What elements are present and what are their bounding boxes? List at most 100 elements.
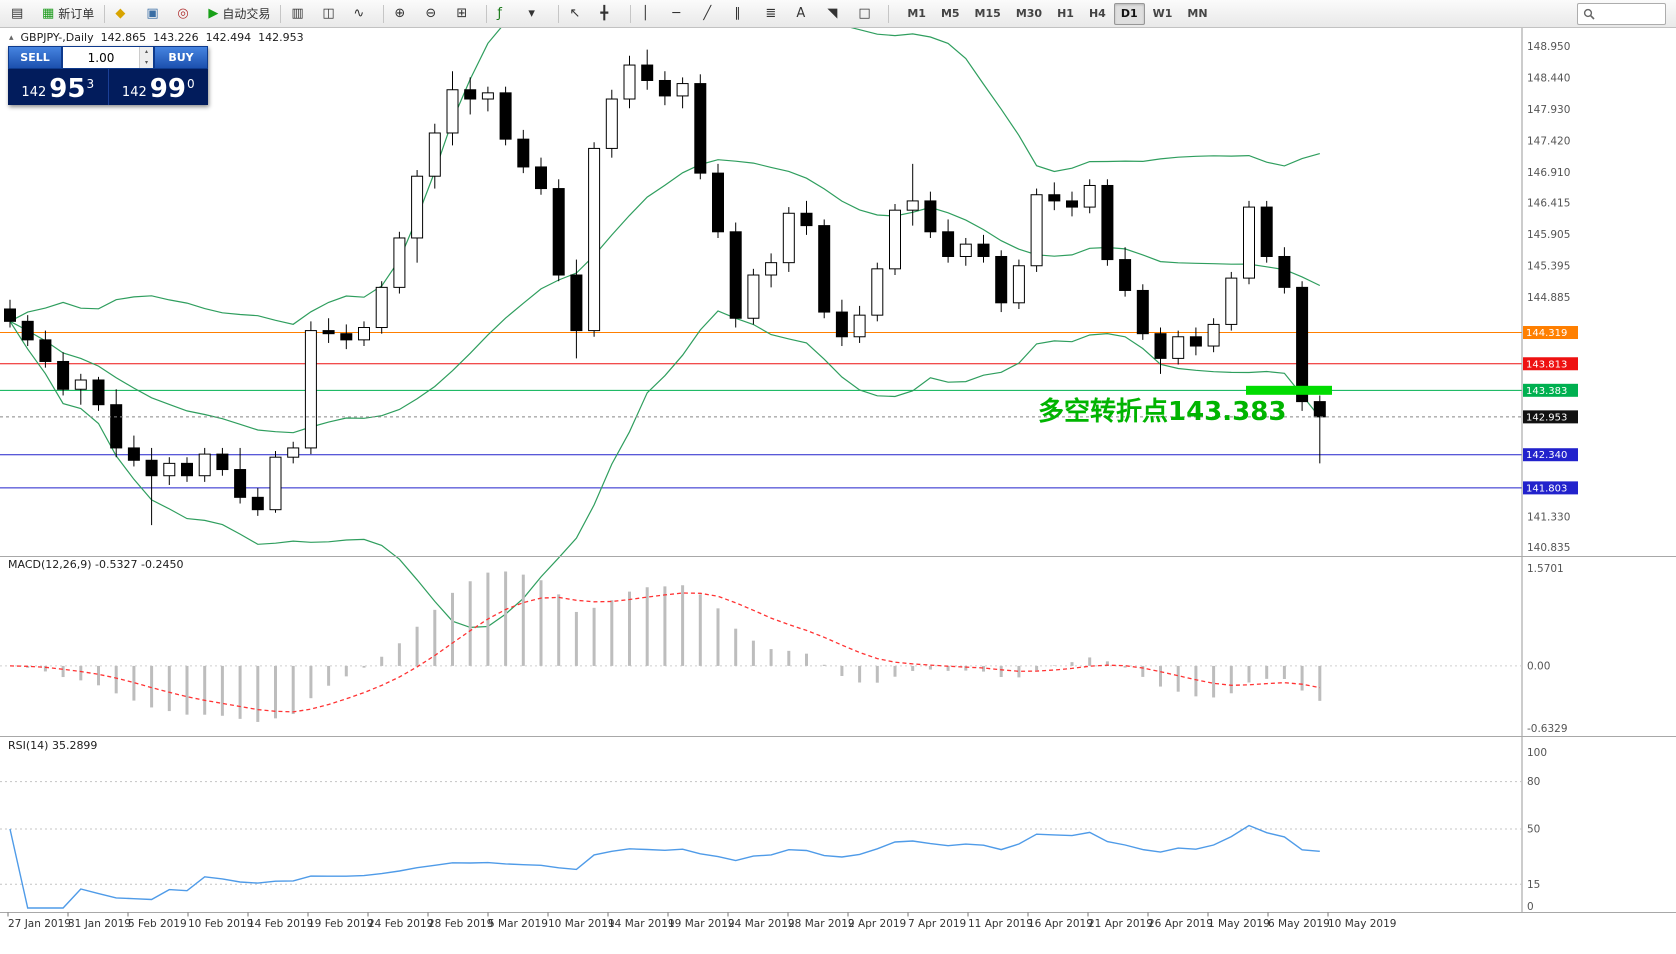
zoom-in-icon[interactable]: ⊕	[389, 2, 419, 26]
toolbar-buttons: ▤ ▦ 新订单 ◆ ▣ ◎ ▶ 自动交易 ▥ ◫ ∿ ⊕ ⊖ ⊞ ƒ ▾ ↖ ╋ │ ─ ╱ ∥ ≣ A ◥ □	[6, 2, 893, 26]
svg-text:19 Mar 2019: 19 Mar 2019	[668, 918, 735, 930]
toolbar-separator	[383, 4, 385, 23]
volume-input[interactable]	[63, 47, 139, 68]
buy-price[interactable]: 142 99 0	[107, 69, 209, 105]
autotrading-button[interactable]: ▶ 自动交易	[203, 2, 275, 26]
channel-icon: ∥	[734, 6, 741, 21]
horizontal-lines[interactable]	[0, 332, 1522, 489]
print-icon[interactable]: ▣	[141, 2, 171, 26]
rsi-indicator-label: RSI(14) 35.2899	[8, 739, 98, 752]
fibonacci-icon[interactable]: ≣	[760, 2, 790, 26]
svg-text:10 Feb 2019: 10 Feb 2019	[188, 918, 253, 930]
sell-price[interactable]: 142 95 3	[8, 69, 108, 105]
volume-down-icon[interactable]: ▾	[140, 57, 153, 68]
horizontal-line-icon[interactable]: ─	[667, 2, 697, 26]
new-order-button[interactable]: ▦ 新订单	[37, 2, 99, 26]
svg-text:5 Mar 2019: 5 Mar 2019	[488, 918, 548, 930]
timeframe-w1[interactable]: W1	[1152, 7, 1173, 20]
autotrading-button-label: 自动交易	[222, 7, 271, 21]
candlestick-chart-icon[interactable]: ◫	[317, 2, 347, 26]
svg-text:21 Apr 2019: 21 Apr 2019	[1088, 918, 1153, 930]
svg-text:0.00: 0.00	[1527, 660, 1550, 672]
arrow-objects-icon[interactable]: ◥	[822, 2, 852, 26]
bar-chart-icon[interactable]: ▥	[286, 2, 316, 26]
toolbar-separator	[630, 4, 632, 23]
timeframe-m30[interactable]: M30	[1015, 7, 1043, 20]
new-order-icon: ▦	[42, 6, 55, 21]
shapes-icon[interactable]: □	[853, 2, 883, 26]
crosshair-icon[interactable]: ╋	[595, 2, 625, 26]
toolbar: ▤ ▦ 新订单 ◆ ▣ ◎ ▶ 自动交易 ▥ ◫ ∿ ⊕ ⊖ ⊞ ƒ ▾ ↖ ╋ │ ─ ╱ ∥ ≣ A ◥ □ M1 M5 M15 M…	[0, 0, 1676, 28]
sell-price-big: 95	[49, 74, 86, 104]
svg-text:24 Feb 2019: 24 Feb 2019	[368, 918, 433, 930]
price-tag-141.803: 141.803	[1523, 481, 1578, 495]
tile-windows-icon[interactable]: ⊞	[451, 2, 481, 26]
trendline-icon[interactable]: ╱	[698, 2, 728, 26]
horizontal-line-icon: ─	[672, 6, 681, 21]
toolbar-separator	[558, 4, 560, 23]
svg-text:50: 50	[1527, 824, 1540, 836]
timeframes-dropdown-icon: ▾	[528, 6, 535, 21]
svg-text:140.835: 140.835	[1527, 542, 1570, 554]
timeframe-m1[interactable]: M1	[907, 7, 926, 20]
price-tag-142.953: 142.953	[1523, 410, 1578, 424]
timeframe-m5[interactable]: M5	[940, 7, 960, 20]
annotation-text[interactable]: 多空转折点143.383	[1038, 396, 1286, 427]
svg-text:148.440: 148.440	[1527, 73, 1570, 85]
new-chart-button[interactable]: ▤	[6, 2, 36, 26]
line-chart-icon: ∿	[353, 6, 365, 21]
one-click-collapse-icon[interactable]: ▴	[9, 32, 14, 43]
sell-price-prefix: 142	[21, 85, 47, 100]
metaeditor-icon[interactable]: ◆	[110, 2, 140, 26]
fibonacci-icon: ≣	[765, 6, 777, 21]
bb-middle-band	[9, 159, 1321, 434]
timeframe-h4[interactable]: H4	[1088, 7, 1106, 20]
vertical-line-icon[interactable]: │	[636, 2, 666, 26]
text-icon[interactable]: A	[791, 2, 821, 26]
trendline-icon: ╱	[703, 6, 712, 21]
svg-text:11 Apr 2019: 11 Apr 2019	[968, 918, 1033, 930]
svg-text:144.319: 144.319	[1526, 328, 1567, 339]
timeframe-mn[interactable]: MN	[1187, 7, 1208, 20]
toolbar-separator	[486, 4, 488, 23]
one-click-top-row: SELL ▴ ▾ BUY	[8, 46, 208, 69]
timeframe-m15[interactable]: M15	[974, 7, 1001, 20]
buy-price-sup: 0	[186, 77, 195, 91]
svg-text:148.950: 148.950	[1527, 41, 1570, 53]
highlight-bar[interactable]	[1246, 385, 1332, 395]
zoom-out-icon[interactable]: ⊖	[420, 2, 450, 26]
buy-button[interactable]: BUY	[154, 46, 208, 69]
sell-button[interactable]: SELL	[8, 46, 62, 69]
svg-text:141.803: 141.803	[1526, 483, 1567, 494]
search-input[interactable]	[1598, 6, 1660, 21]
volume-up-icon[interactable]: ▴	[140, 47, 153, 58]
svg-text:6 May 2019: 6 May 2019	[1268, 918, 1330, 930]
svg-text:-0.6329: -0.6329	[1527, 723, 1568, 735]
svg-text:15: 15	[1527, 879, 1540, 891]
quote-high: 143.226	[153, 31, 199, 44]
cursor-icon[interactable]: ↖	[564, 2, 594, 26]
sell-price-sup: 3	[86, 77, 95, 91]
timeframe-h1[interactable]: H1	[1057, 7, 1074, 20]
channel-icon[interactable]: ∥	[729, 2, 759, 26]
price-scale[interactable]: 148.950 148.440 147.930 147.420 146.910 146.4…	[1521, 28, 1578, 913]
zoom-in-icon: ⊕	[394, 6, 406, 21]
timeframe-d1[interactable]: D1	[1113, 2, 1145, 25]
price-tag-142.340: 142.340	[1523, 448, 1578, 462]
line-chart-icon[interactable]: ∿	[348, 2, 378, 26]
volume-stepper: ▴ ▾	[139, 47, 153, 68]
svg-text:142.953: 142.953	[1526, 412, 1567, 423]
symbol-search-box[interactable]	[1577, 2, 1666, 25]
svg-text:14 Mar 2019: 14 Mar 2019	[608, 918, 675, 930]
quote-low: 142.494	[205, 31, 252, 44]
symbol-title: GBPJPY-,Daily	[20, 31, 94, 44]
data-window-icon[interactable]: ◎	[172, 2, 202, 26]
indicators-icon[interactable]: ƒ	[492, 2, 522, 26]
svg-text:145.395: 145.395	[1527, 261, 1570, 273]
svg-text:100: 100	[1527, 747, 1547, 759]
timeframes-dropdown-icon[interactable]: ▾	[523, 2, 553, 26]
svg-text:141.330: 141.330	[1527, 512, 1570, 524]
new-order-button-label: 新订单	[58, 7, 95, 21]
